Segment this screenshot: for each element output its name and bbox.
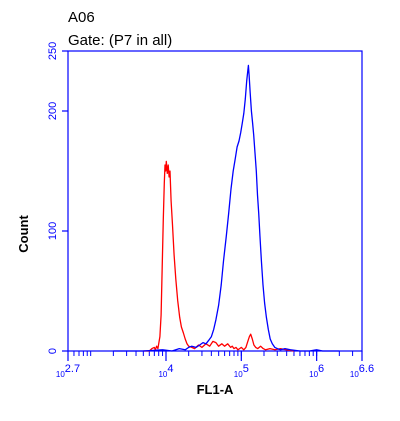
y-tick-label: 250 bbox=[47, 42, 59, 60]
x-tick-label: 106 bbox=[309, 363, 324, 379]
x-tick-label: 106.6 bbox=[350, 363, 374, 379]
x-tick-label: 105 bbox=[234, 363, 249, 379]
y-tick-label: 200 bbox=[47, 102, 59, 120]
x-axis-ticks: 102.7 104 105 106 106.6 bbox=[56, 351, 374, 379]
chart-title: A06 bbox=[68, 9, 95, 26]
histogram-series-2 bbox=[113, 64, 340, 352]
x-tick-label: 102.7 bbox=[56, 363, 80, 379]
x-axis-label: FL1-A bbox=[197, 382, 234, 397]
y-tick-label: 100 bbox=[47, 222, 59, 240]
y-tick-label: 0 bbox=[47, 348, 59, 354]
y-axis-label: Count bbox=[16, 215, 31, 253]
series-layer bbox=[113, 64, 340, 352]
histogram-series-1 bbox=[143, 160, 295, 352]
chart-subtitle: Gate: (P7 in all) bbox=[68, 32, 172, 49]
y-axis-ticks: 0 100 200 250 bbox=[47, 42, 68, 354]
x-tick-label: 104 bbox=[158, 363, 173, 379]
plot-frame bbox=[67, 50, 363, 352]
